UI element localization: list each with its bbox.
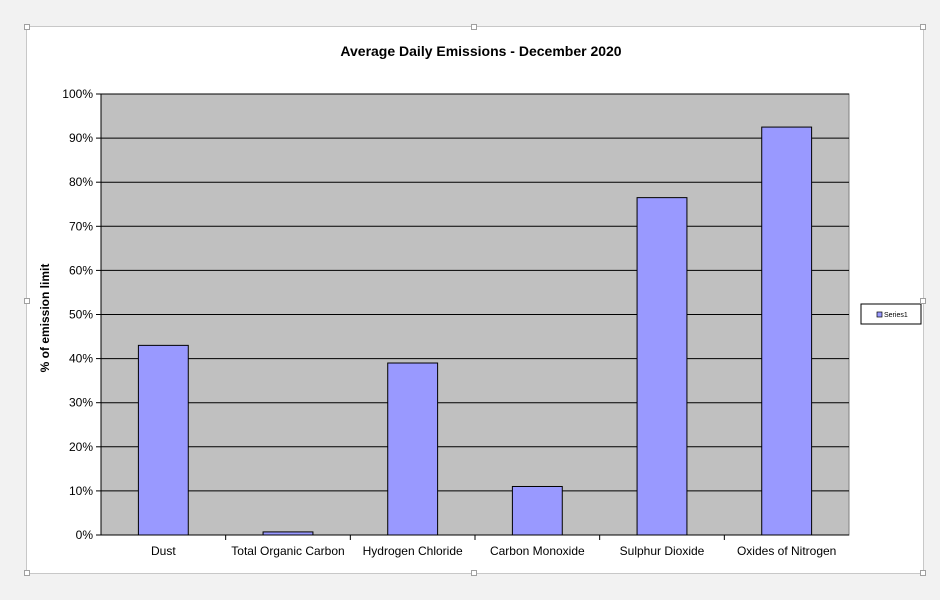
y-tick-label: 20% bbox=[69, 440, 93, 454]
y-tick-label: 60% bbox=[69, 263, 93, 277]
x-tick-label: Sulphur Dioxide bbox=[620, 544, 705, 558]
y-tick-label: 80% bbox=[69, 175, 93, 189]
bar bbox=[137, 344, 189, 536]
bar bbox=[262, 531, 314, 536]
bar bbox=[387, 362, 439, 536]
y-tick-label: 30% bbox=[69, 396, 93, 410]
chart-canvas: Average Daily Emissions - December 2020 … bbox=[38, 43, 922, 558]
resize-handle-right[interactable] bbox=[920, 298, 926, 304]
resize-handle-bottom-left[interactable] bbox=[24, 570, 30, 576]
x-tick-label: Total Organic Carbon bbox=[231, 544, 344, 558]
y-tick-label: 70% bbox=[69, 219, 93, 233]
y-tick-label: 90% bbox=[69, 131, 93, 145]
plot-area: 0% 10% 20% 30% 40% 50% 60% 70% 80% 90% 100% Dust Tot… bbox=[62, 87, 922, 558]
legend-label: Series1 bbox=[884, 312, 908, 319]
resize-handle-bottom-right[interactable] bbox=[920, 570, 926, 576]
resize-handle-top-left[interactable] bbox=[24, 24, 30, 30]
x-tick-label: Hydrogen Chloride bbox=[363, 544, 463, 558]
legend[interactable]: Series1 bbox=[860, 303, 922, 325]
x-tick-label: Dust bbox=[151, 544, 176, 558]
bar bbox=[761, 126, 813, 536]
resize-handle-left[interactable] bbox=[24, 298, 30, 304]
resize-handle-top-right[interactable] bbox=[920, 24, 926, 30]
y-tick-label: 100% bbox=[62, 87, 93, 101]
chart-area[interactable]: Average Daily Emissions - December 2020 … bbox=[24, 24, 926, 576]
x-tick-label: Carbon Monoxide bbox=[490, 544, 585, 558]
y-tick-label: 10% bbox=[69, 484, 93, 498]
legend-box bbox=[860, 303, 922, 325]
x-tick-label: Oxides of Nitrogen bbox=[737, 544, 836, 558]
y-tick-label: 50% bbox=[69, 308, 93, 322]
y-tick-label: 40% bbox=[69, 352, 93, 366]
bar bbox=[636, 197, 688, 536]
y-axis-title: % of emission limit bbox=[38, 264, 52, 373]
y-tick-label: 0% bbox=[76, 528, 94, 542]
resize-handle-bottom[interactable] bbox=[471, 570, 477, 576]
chart-title: Average Daily Emissions - December 2020 bbox=[340, 43, 621, 59]
bar bbox=[511, 485, 563, 536]
resize-handle-top[interactable] bbox=[471, 24, 477, 30]
legend-swatch bbox=[876, 311, 883, 318]
